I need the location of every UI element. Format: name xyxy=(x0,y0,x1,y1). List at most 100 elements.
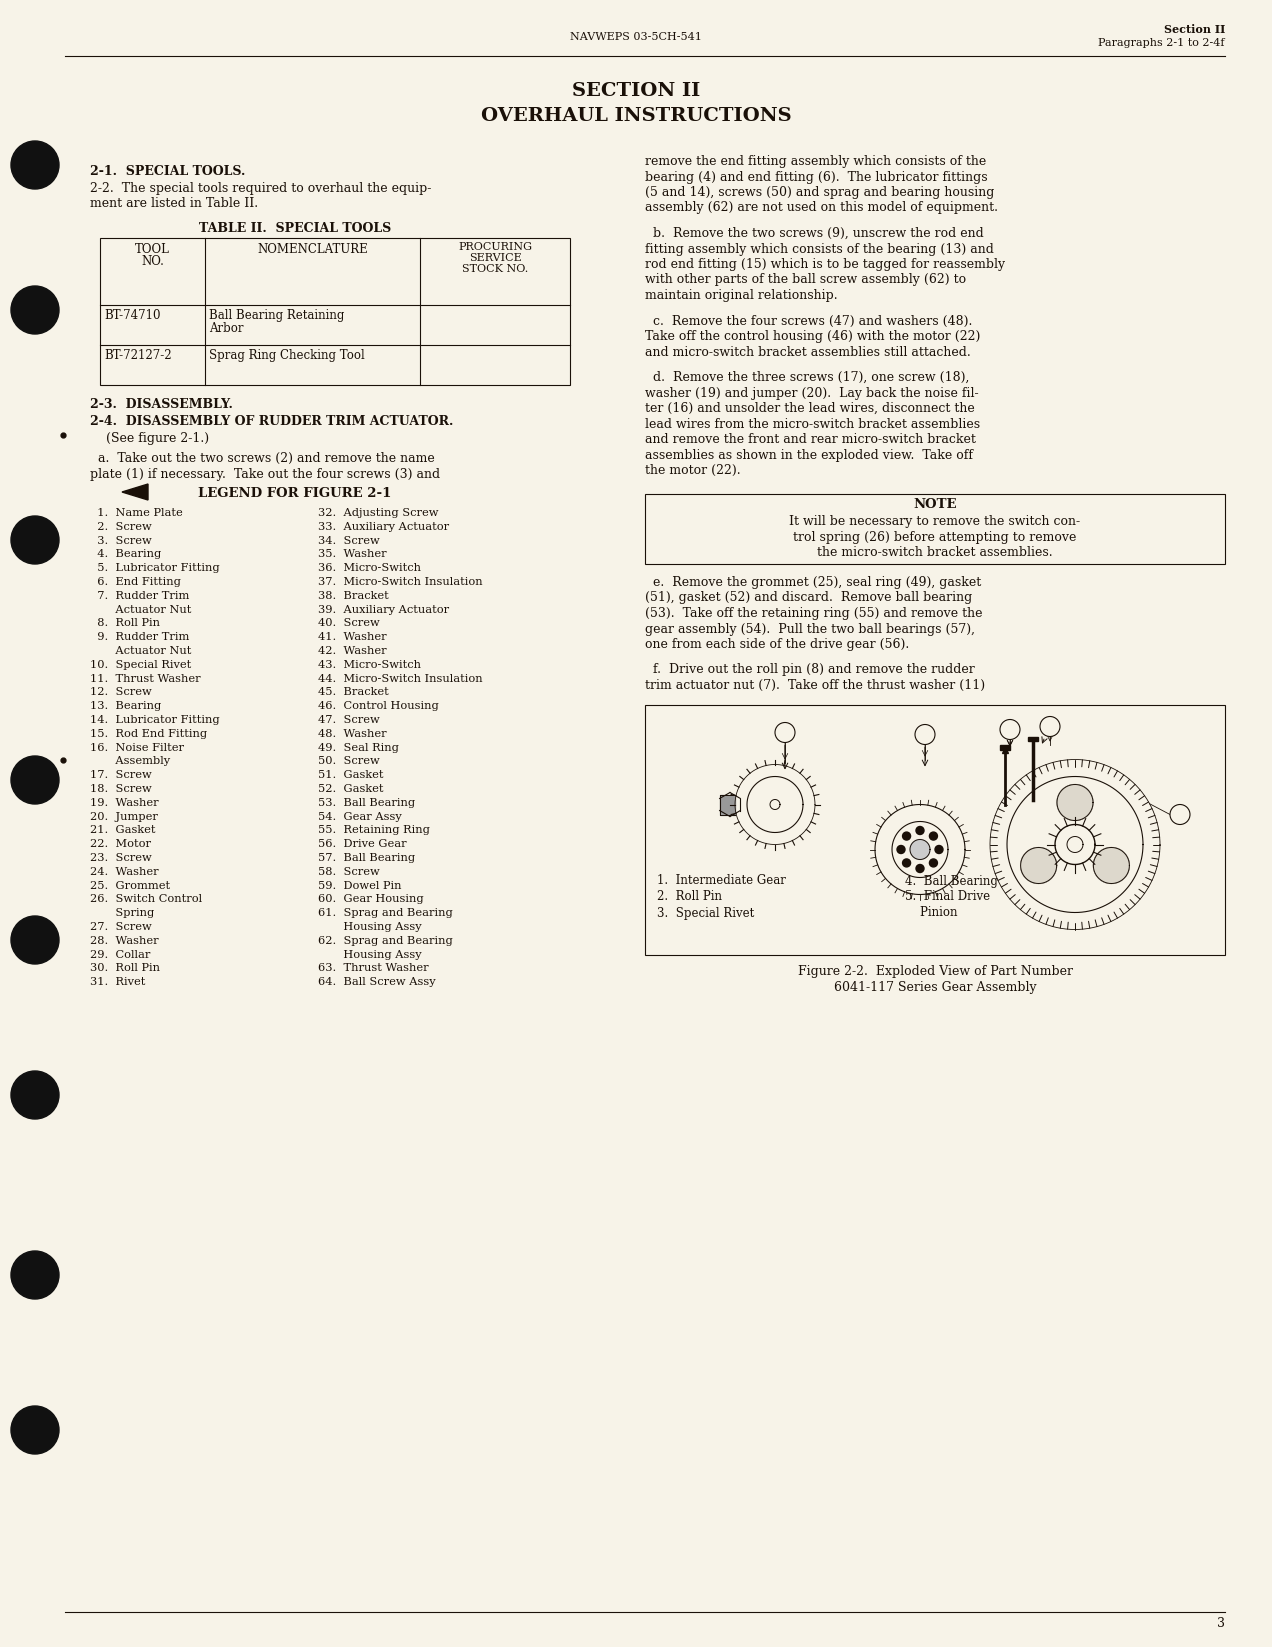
Text: Spring: Spring xyxy=(90,907,154,917)
Text: 4: 4 xyxy=(922,730,929,740)
Text: 60.  Gear Housing: 60. Gear Housing xyxy=(318,894,424,904)
Circle shape xyxy=(11,756,59,804)
Text: one from each side of the drive gear (56).: one from each side of the drive gear (56… xyxy=(645,637,909,651)
Circle shape xyxy=(930,860,937,866)
Text: 46.  Control Housing: 46. Control Housing xyxy=(318,702,439,712)
Text: 1.  Intermediate Gear: 1. Intermediate Gear xyxy=(658,875,786,888)
Text: 28.  Washer: 28. Washer xyxy=(90,935,159,945)
Text: 50.  Screw: 50. Screw xyxy=(318,756,380,766)
Text: 35.  Washer: 35. Washer xyxy=(318,550,387,560)
Bar xyxy=(645,705,1225,955)
Text: Actuator Nut: Actuator Nut xyxy=(90,604,191,614)
Text: 31.  Rivet: 31. Rivet xyxy=(90,977,145,987)
Text: f.  Drive out the roll pin (8) and remove the rudder: f. Drive out the roll pin (8) and remove… xyxy=(645,664,974,677)
Text: 17.  Screw: 17. Screw xyxy=(90,771,151,781)
Text: trol spring (26) before attempting to remove: trol spring (26) before attempting to re… xyxy=(794,530,1076,544)
Circle shape xyxy=(1057,784,1093,820)
Circle shape xyxy=(11,1071,59,1118)
Text: Housing Assy: Housing Assy xyxy=(318,950,421,960)
Text: Ball Bearing Retaining: Ball Bearing Retaining xyxy=(209,310,345,323)
Text: (See figure 2-1.): (See figure 2-1.) xyxy=(90,432,209,445)
Text: (51), gasket (52) and discard.  Remove ball bearing: (51), gasket (52) and discard. Remove ba… xyxy=(645,591,972,604)
Text: 14.  Lubricator Fitting: 14. Lubricator Fitting xyxy=(90,715,220,725)
Text: 59.  Dowel Pin: 59. Dowel Pin xyxy=(318,881,402,891)
Text: (5 and 14), screws (50) and sprag and bearing housing: (5 and 14), screws (50) and sprag and be… xyxy=(645,186,995,199)
Text: and remove the front and rear micro-switch bracket: and remove the front and rear micro-swit… xyxy=(645,433,976,446)
Text: trim actuator nut (7).  Take off the thrust washer (11): trim actuator nut (7). Take off the thru… xyxy=(645,679,985,692)
Polygon shape xyxy=(909,840,930,860)
Text: e.  Remove the grommet (25), seal ring (49), gasket: e. Remove the grommet (25), seal ring (4… xyxy=(645,576,981,590)
Text: Paragraphs 2-1 to 2-4f: Paragraphs 2-1 to 2-4f xyxy=(1099,38,1225,48)
Text: 1: 1 xyxy=(1177,810,1183,819)
Text: 34.  Screw: 34. Screw xyxy=(318,535,380,545)
Text: 53.  Ball Bearing: 53. Ball Bearing xyxy=(318,797,415,807)
Text: c.  Remove the four screws (47) and washers (48).: c. Remove the four screws (47) and washe… xyxy=(645,315,972,328)
Text: 29.  Collar: 29. Collar xyxy=(90,950,150,960)
Text: maintain original relationship.: maintain original relationship. xyxy=(645,288,838,301)
Text: 43.  Micro-Switch: 43. Micro-Switch xyxy=(318,660,421,670)
Text: It will be necessary to remove the switch con-: It will be necessary to remove the switc… xyxy=(790,516,1080,529)
Circle shape xyxy=(11,142,59,189)
Circle shape xyxy=(916,827,923,835)
Text: 9.  Rudder Trim: 9. Rudder Trim xyxy=(90,632,190,642)
Text: 8.  Roll Pin: 8. Roll Pin xyxy=(90,618,160,629)
Text: 27.  Screw: 27. Screw xyxy=(90,922,151,932)
Text: 51.  Gasket: 51. Gasket xyxy=(318,771,383,781)
Text: 41.  Washer: 41. Washer xyxy=(318,632,387,642)
Text: 3: 3 xyxy=(1006,725,1014,735)
Text: Arbor: Arbor xyxy=(209,323,243,334)
Text: remove the end fitting assembly which consists of the: remove the end fitting assembly which co… xyxy=(645,155,986,168)
Text: NOMENCLATURE: NOMENCLATURE xyxy=(257,244,368,255)
Circle shape xyxy=(1000,720,1020,740)
Text: 21.  Gasket: 21. Gasket xyxy=(90,825,155,835)
Circle shape xyxy=(915,725,935,744)
Text: Assembly: Assembly xyxy=(90,756,170,766)
Text: 54.  Gear Assy: 54. Gear Assy xyxy=(318,812,402,822)
Text: lead wires from the micro-switch bracket assemblies: lead wires from the micro-switch bracket… xyxy=(645,417,981,430)
Text: 4.  Bearing: 4. Bearing xyxy=(90,550,162,560)
Text: 6041-117 Series Gear Assembly: 6041-117 Series Gear Assembly xyxy=(833,980,1037,993)
Text: Pinion: Pinion xyxy=(904,906,958,919)
Circle shape xyxy=(11,1252,59,1299)
Text: NAVWEPS 03-5CH-541: NAVWEPS 03-5CH-541 xyxy=(570,31,702,43)
Text: rod end fitting (15) which is to be tagged for reassembly: rod end fitting (15) which is to be tagg… xyxy=(645,259,1005,272)
Text: 25.  Grommet: 25. Grommet xyxy=(90,881,170,891)
Text: b.  Remove the two screws (9), unscrew the rod end: b. Remove the two screws (9), unscrew th… xyxy=(645,227,983,240)
Text: assembly (62) are not used on this model of equipment.: assembly (62) are not used on this model… xyxy=(645,201,999,214)
Text: OVERHAUL INSTRUCTIONS: OVERHAUL INSTRUCTIONS xyxy=(481,107,791,125)
Text: NOTE: NOTE xyxy=(913,499,957,512)
Text: 22.  Motor: 22. Motor xyxy=(90,840,151,850)
Text: 32.  Adjusting Screw: 32. Adjusting Screw xyxy=(318,507,439,519)
Text: 36.  Micro-Switch: 36. Micro-Switch xyxy=(318,563,421,573)
Text: Sprag Ring Checking Tool: Sprag Ring Checking Tool xyxy=(209,349,365,362)
Text: 55.  Retaining Ring: 55. Retaining Ring xyxy=(318,825,430,835)
Text: 26.  Switch Control: 26. Switch Control xyxy=(90,894,202,904)
Text: 4.  Ball Bearing: 4. Ball Bearing xyxy=(904,875,997,888)
Text: 5: 5 xyxy=(782,728,789,736)
Text: (53).  Take off the retaining ring (55) and remove the: (53). Take off the retaining ring (55) a… xyxy=(645,608,982,619)
Text: 10.  Special Rivet: 10. Special Rivet xyxy=(90,660,191,670)
Text: 33.  Auxiliary Actuator: 33. Auxiliary Actuator xyxy=(318,522,449,532)
Text: 2.  Roll Pin: 2. Roll Pin xyxy=(658,891,722,904)
Text: 61.  Sprag and Bearing: 61. Sprag and Bearing xyxy=(318,907,453,917)
Text: 3.  Special Rivet: 3. Special Rivet xyxy=(658,906,754,919)
Circle shape xyxy=(1020,848,1057,883)
Text: 2-2.  The special tools required to overhaul the equip-: 2-2. The special tools required to overh… xyxy=(90,183,431,194)
Text: 58.  Screw: 58. Screw xyxy=(318,866,380,876)
Text: 18.  Screw: 18. Screw xyxy=(90,784,151,794)
Text: a.  Take out the two screws (2) and remove the name: a. Take out the two screws (2) and remov… xyxy=(90,451,435,464)
Text: SERVICE: SERVICE xyxy=(468,254,522,264)
Text: 23.  Screw: 23. Screw xyxy=(90,853,151,863)
Text: 47.  Screw: 47. Screw xyxy=(318,715,380,725)
Circle shape xyxy=(11,287,59,334)
Text: 5.  Lubricator Fitting: 5. Lubricator Fitting xyxy=(90,563,220,573)
Text: 38.  Bracket: 38. Bracket xyxy=(318,591,389,601)
Text: 52.  Gasket: 52. Gasket xyxy=(318,784,383,794)
Text: 39.  Auxiliary Actuator: 39. Auxiliary Actuator xyxy=(318,604,449,614)
Text: 62.  Sprag and Bearing: 62. Sprag and Bearing xyxy=(318,935,453,945)
Polygon shape xyxy=(1028,736,1038,741)
Circle shape xyxy=(897,845,904,853)
Circle shape xyxy=(1094,848,1130,883)
Text: gear assembly (54).  Pull the two ball bearings (57),: gear assembly (54). Pull the two ball be… xyxy=(645,623,976,636)
Text: plate (1) if necessary.  Take out the four screws (3) and: plate (1) if necessary. Take out the fou… xyxy=(90,468,440,481)
